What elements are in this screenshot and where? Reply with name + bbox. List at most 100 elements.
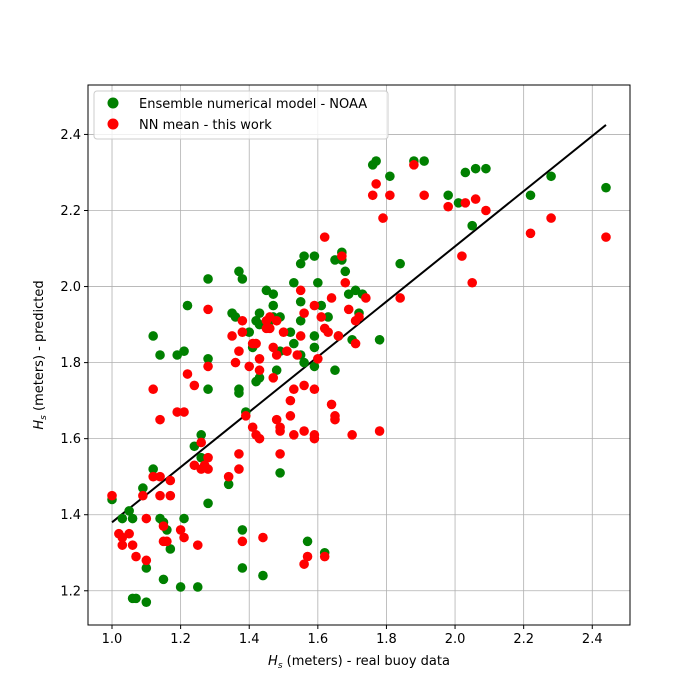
point-ensemble (295, 315, 306, 326)
point-nn-mean (230, 357, 241, 368)
point-nn-mean (378, 213, 388, 223)
x-axis-label-text: (meters) - real buoy data (283, 654, 450, 669)
point-ensemble (155, 350, 165, 360)
point-nn-mean (234, 464, 244, 474)
point-nn-mean (309, 384, 320, 395)
point-ensemble (237, 274, 248, 284)
point-nn-mean (347, 430, 357, 440)
point-nn-mean (343, 304, 354, 315)
x-tick-label: 2.4 (582, 632, 603, 647)
point-nn-mean (299, 559, 309, 569)
point-ensemble (179, 346, 189, 356)
point-nn-mean (546, 213, 556, 223)
axis-ticks: 1.0 1.2 1.4 1.6 1.8 2.0 2.2 2.4 1.2 1.4 1.6 1.8 2.0 2… (60, 128, 602, 647)
point-ensemble (179, 513, 189, 524)
point-ensemble (601, 182, 611, 193)
point-ensemble (302, 536, 313, 547)
point-ensemble (131, 593, 141, 604)
point-nn-mean (278, 327, 289, 337)
point-nn-mean (148, 471, 158, 482)
point-nn-mean (165, 475, 176, 486)
point-ensemble (234, 266, 244, 277)
point-ensemble (117, 513, 128, 524)
x-tick-label: 1.2 (170, 632, 191, 647)
point-nn-mean (337, 251, 347, 261)
point-ensemble (268, 289, 279, 299)
point-nn-mean (240, 411, 251, 421)
point-nn-mean (234, 346, 244, 356)
point-ensemble (323, 312, 333, 322)
x-tick-label: 2.0 (445, 632, 466, 647)
point-ensemble (203, 274, 213, 284)
point-nn-mean (460, 198, 471, 208)
point-nn-mean (395, 293, 405, 303)
point-ensemble (385, 171, 395, 182)
legend-label-nn-mean: NN mean - this work (139, 118, 272, 133)
point-nn-mean (155, 414, 165, 425)
point-nn-mean (258, 532, 268, 543)
point-ensemble (192, 582, 203, 592)
point-nn-mean (138, 490, 148, 501)
point-nn-mean (131, 551, 141, 562)
point-nn-mean (268, 373, 279, 383)
y-axis-label: Hs (meters) - predicted (32, 280, 49, 429)
point-ensemble (175, 582, 186, 592)
y-tick-label: 1.4 (60, 508, 81, 523)
point-ensemble (285, 327, 296, 337)
point-nn-mean (481, 205, 491, 216)
x-axis-label-subscript: s (278, 661, 283, 671)
point-nn-mean (155, 471, 165, 482)
point-ensemble (546, 171, 556, 182)
point-ensemble (196, 452, 207, 463)
x-tick-label: 1.6 (307, 632, 328, 647)
point-nn-mean (237, 315, 248, 326)
point-nn-mean (289, 384, 299, 395)
x-tick-label: 1.4 (239, 632, 260, 647)
point-ensemble (371, 156, 381, 166)
point-ensemble (237, 563, 248, 573)
point-ensemble (481, 163, 491, 174)
point-nn-mean (254, 433, 265, 444)
point-nn-mean (302, 551, 313, 562)
point-ensemble (309, 361, 320, 372)
point-ensemble (453, 198, 464, 208)
point-ensemble (158, 574, 169, 585)
point-nn-mean (319, 551, 330, 562)
legend-marker-ensemble (107, 97, 119, 109)
point-ensemble (271, 365, 282, 376)
y-axis-label-subscript: s (39, 415, 49, 420)
point-ensemble (525, 190, 536, 201)
y-tick-label: 1.6 (60, 432, 81, 447)
plot-frame (87, 84, 631, 626)
point-nn-mean (419, 190, 429, 201)
point-ensemble (295, 258, 306, 269)
point-nn-mean (289, 430, 299, 440)
point-ensemble (268, 300, 279, 311)
point-nn-mean (141, 555, 152, 566)
y-tick-label: 1.2 (60, 584, 81, 599)
point-nn-mean (155, 490, 165, 501)
point-nn-mean (282, 346, 292, 356)
point-nn-mean (601, 232, 611, 242)
point-ensemble (460, 167, 471, 178)
point-nn-mean (271, 414, 282, 425)
point-ensemble (419, 156, 429, 166)
point-nn-mean (285, 395, 296, 406)
y-axis-label-text: (meters) - predicted (32, 280, 47, 415)
point-nn-mean (443, 201, 453, 212)
y-axis-label-symbol: H (32, 420, 47, 430)
point-nn-mean (350, 338, 361, 349)
point-nn-mean (295, 285, 306, 296)
point-ensemble (254, 373, 265, 383)
point-nn-mean (271, 315, 282, 326)
point-nn-mean (319, 232, 330, 242)
point-nn-mean (323, 327, 333, 337)
point-nn-mean (179, 407, 189, 417)
point-nn-mean (385, 190, 395, 201)
point-nn-mean (179, 532, 189, 543)
point-nn-mean (192, 540, 203, 550)
point-ensemble (203, 384, 213, 395)
point-ensemble (340, 266, 351, 277)
point-nn-mean (158, 521, 169, 531)
point-nn-mean (196, 437, 207, 448)
